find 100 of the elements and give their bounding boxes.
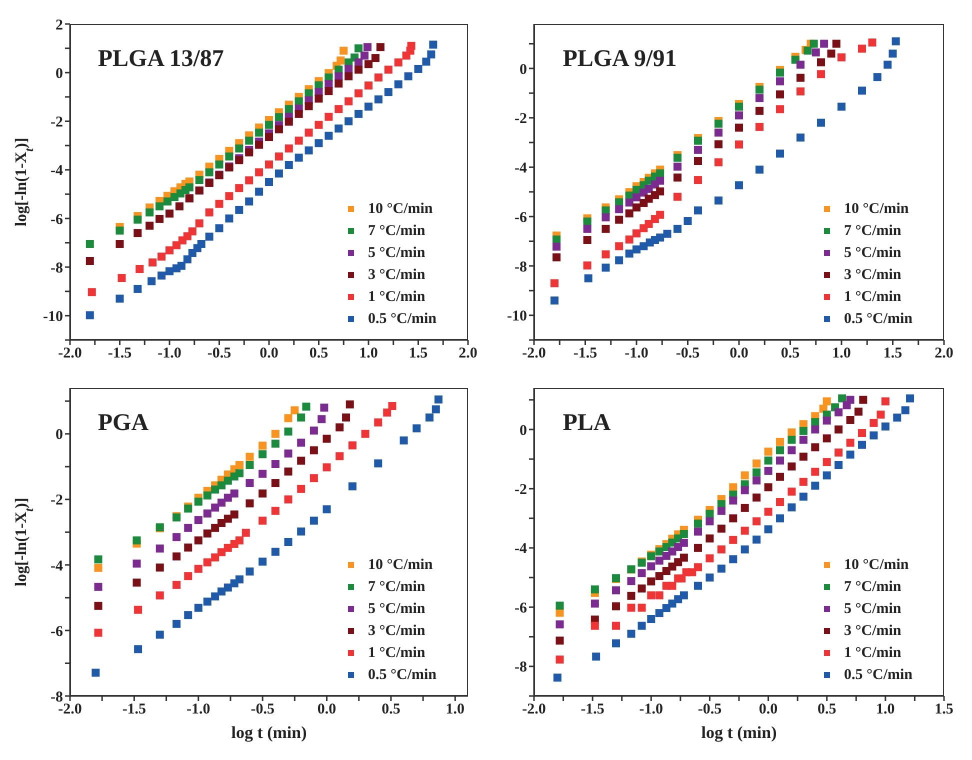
point xyxy=(655,609,664,618)
point xyxy=(834,408,843,416)
text: PLA xyxy=(562,410,611,437)
point xyxy=(799,436,808,444)
point xyxy=(116,294,124,303)
point xyxy=(583,236,592,244)
point xyxy=(245,197,254,206)
point xyxy=(361,430,370,438)
point xyxy=(194,536,202,544)
point xyxy=(627,630,636,638)
point xyxy=(752,536,761,544)
point xyxy=(764,466,772,475)
point xyxy=(371,54,380,62)
point xyxy=(271,548,280,556)
point xyxy=(230,490,238,498)
point xyxy=(314,94,323,103)
point xyxy=(364,43,372,52)
point xyxy=(215,224,224,232)
point xyxy=(583,224,592,233)
legend-label: 5 °C/min xyxy=(368,244,426,263)
point xyxy=(297,438,306,447)
point xyxy=(776,90,784,98)
point xyxy=(694,136,702,145)
point xyxy=(694,563,702,572)
point xyxy=(322,505,331,514)
point xyxy=(752,476,761,484)
point xyxy=(694,176,702,184)
point xyxy=(215,200,224,208)
point xyxy=(166,210,174,218)
point xyxy=(271,506,280,515)
point xyxy=(177,262,186,270)
point xyxy=(729,496,738,505)
point xyxy=(314,120,323,129)
point xyxy=(388,402,396,410)
point xyxy=(656,187,664,196)
point xyxy=(194,498,202,506)
point xyxy=(615,256,624,264)
legend-label: 1 °C/min xyxy=(368,288,426,307)
point xyxy=(374,73,382,82)
point xyxy=(714,196,722,205)
point xyxy=(383,408,392,417)
point xyxy=(407,42,416,50)
point xyxy=(834,448,843,457)
point xyxy=(255,140,264,149)
point xyxy=(211,553,220,562)
point xyxy=(225,192,234,200)
text: PLGA 13/87 xyxy=(98,46,224,73)
point xyxy=(211,592,220,600)
point xyxy=(615,216,624,224)
point xyxy=(776,514,784,522)
point xyxy=(776,438,784,446)
point xyxy=(364,102,372,111)
point xyxy=(612,622,620,630)
point xyxy=(235,461,244,469)
point xyxy=(788,428,796,436)
point xyxy=(344,117,353,126)
legend-label: 10 °C/min xyxy=(844,200,909,219)
point xyxy=(817,58,825,66)
point xyxy=(776,105,784,114)
point xyxy=(304,102,313,110)
point xyxy=(185,183,194,192)
point xyxy=(116,226,124,235)
point xyxy=(194,516,202,524)
x-tick-label: -2.0 xyxy=(522,346,546,362)
point xyxy=(175,202,184,210)
point xyxy=(297,413,306,422)
point xyxy=(235,144,244,152)
point xyxy=(156,214,164,223)
y-tick-label: -8 xyxy=(514,660,527,676)
point xyxy=(302,402,310,411)
point xyxy=(796,134,804,142)
point xyxy=(602,213,610,222)
point xyxy=(422,58,430,66)
x-tick-label: -0.5 xyxy=(250,702,274,718)
point xyxy=(615,205,624,214)
legend-label: 0.5 °C/min xyxy=(368,666,437,685)
point xyxy=(246,567,254,576)
y-tick-label: -6 xyxy=(514,600,528,616)
point xyxy=(334,124,343,133)
point xyxy=(550,279,558,288)
point xyxy=(284,428,292,436)
point xyxy=(86,240,94,248)
point xyxy=(647,577,656,586)
point xyxy=(284,144,293,152)
point xyxy=(612,639,620,648)
point xyxy=(346,400,354,408)
point xyxy=(680,591,688,600)
point xyxy=(811,443,820,452)
point xyxy=(735,102,743,111)
x-tick-label: 1.0 xyxy=(359,346,378,362)
point xyxy=(876,410,885,419)
point xyxy=(146,208,154,216)
point xyxy=(694,157,702,166)
point xyxy=(271,440,280,448)
point xyxy=(556,656,564,664)
point xyxy=(404,72,412,80)
y-tick-label: 2 xyxy=(56,17,63,34)
legend-label: 7 °C/min xyxy=(368,578,426,597)
point xyxy=(788,436,796,444)
x-tick-label: 0.5 xyxy=(817,702,836,718)
